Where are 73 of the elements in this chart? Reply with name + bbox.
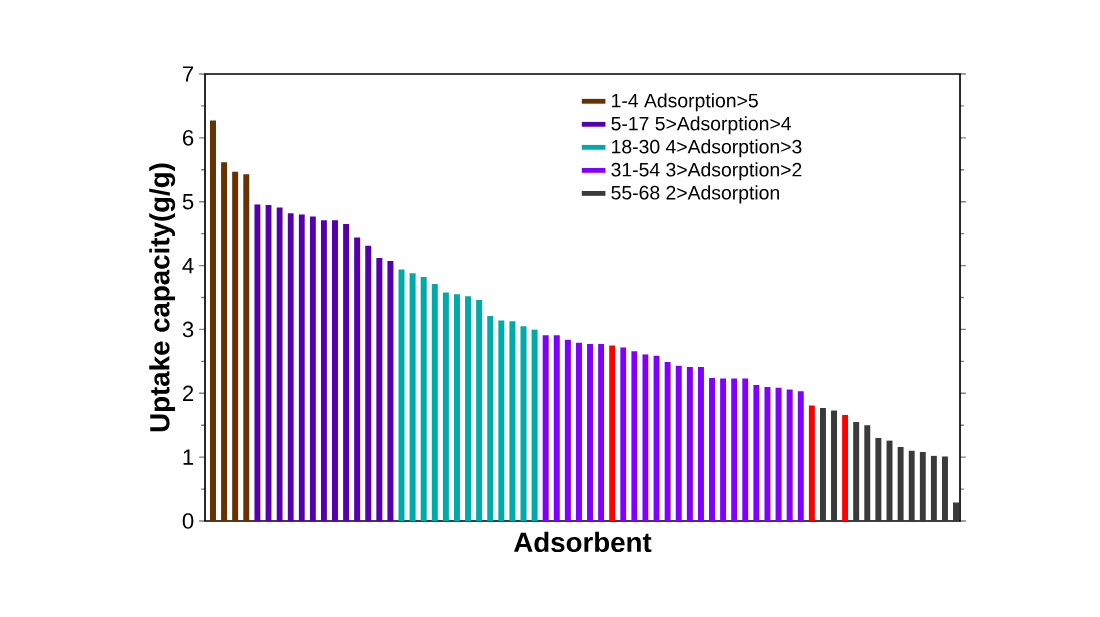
bar: [498, 320, 505, 521]
bar: [930, 455, 937, 521]
bar: [753, 384, 760, 521]
bar: [875, 437, 882, 521]
y-tick-label: 3: [182, 321, 194, 338]
bar: [564, 339, 571, 521]
bar: [453, 294, 460, 521]
bar: [686, 367, 693, 521]
y-tick-label: 2: [183, 385, 194, 402]
bar: [409, 273, 416, 521]
bar: [520, 326, 527, 521]
y-tick-label: 7: [183, 66, 194, 82]
legend-label: 55-68 2>Adsorption: [611, 185, 779, 204]
bar: [376, 257, 383, 521]
bar: [941, 456, 948, 521]
bar: [919, 452, 926, 521]
bar: [442, 292, 449, 521]
bar: [354, 237, 361, 521]
bar: [398, 269, 405, 521]
y-tick-label: 0: [182, 513, 194, 529]
bar: [786, 389, 793, 521]
bar: [365, 245, 372, 521]
y-axis-title: Uptake capacity(g/g): [149, 163, 176, 432]
bar: [819, 407, 826, 521]
bar: [276, 207, 283, 521]
legend-label: 31-54 3>Adsorption>2: [611, 162, 802, 181]
x-axis-title: Adsorbent: [514, 531, 652, 553]
bar: [531, 329, 538, 521]
y-tick-label: 5: [182, 193, 194, 210]
bar: [631, 351, 638, 521]
bar: [542, 335, 549, 521]
bar: [309, 216, 316, 521]
bar: [620, 347, 627, 521]
bar: [831, 410, 838, 521]
bar: [731, 378, 738, 521]
bar: [509, 321, 516, 521]
bar: [808, 405, 815, 521]
bar: [709, 377, 716, 521]
bar: [842, 415, 849, 521]
bar: [420, 277, 427, 521]
bar: [465, 296, 472, 521]
bar: [797, 391, 804, 521]
bar: [742, 378, 749, 521]
bar: [587, 344, 594, 521]
bar: [431, 284, 438, 521]
bar: [221, 162, 228, 521]
legend-label: 5-17 5>Adsorption>4: [611, 116, 791, 135]
bar: [897, 446, 904, 521]
bar: [320, 220, 327, 521]
bar: [232, 171, 239, 521]
legend-label: 18-30 4>Adsorption>3: [612, 139, 802, 158]
bar: [298, 214, 305, 521]
bar: [387, 261, 394, 521]
bar: [553, 335, 560, 521]
bar: [487, 316, 494, 521]
bar: [598, 344, 605, 521]
y-tick-label: 6: [183, 130, 194, 146]
legend-label: 1-4 Adsorption>5: [612, 93, 758, 112]
bar: [697, 367, 704, 521]
bar: [287, 213, 294, 521]
bar: [864, 425, 871, 521]
bar: [209, 120, 216, 521]
bar: [609, 345, 616, 521]
bar: [908, 450, 915, 521]
y-tick-label: 1: [183, 449, 194, 465]
bar: [953, 502, 960, 521]
bar: [331, 220, 338, 521]
y-tick-label: 4: [182, 257, 194, 274]
bar: [575, 342, 582, 521]
bar: [853, 422, 860, 521]
bar: [764, 386, 771, 521]
bar: [720, 378, 727, 521]
bar: [476, 300, 483, 521]
